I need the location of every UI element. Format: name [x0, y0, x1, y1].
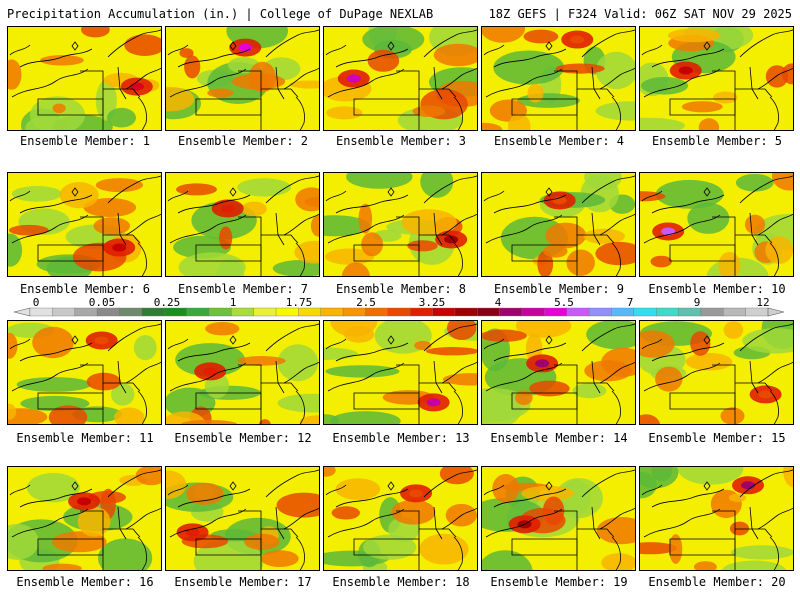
colorbar-swatch — [723, 307, 747, 317]
colorbar-swatch — [275, 307, 299, 317]
precip-colorbar: 0 0.05 0.25 1 1.75 2.5 3.25 4 5.5 7 9 12 — [13, 296, 785, 317]
member-label: Ensemble Member: 2 — [177, 134, 309, 148]
member-label: Ensemble Member: 11 — [16, 431, 154, 445]
colorbar-tick-label: 1.75 — [286, 296, 313, 309]
colorbar-tick-label: 0 — [33, 296, 40, 309]
member-label: Ensemble Member: 16 — [16, 575, 154, 589]
member-label: Ensemble Member: 20 — [648, 575, 786, 589]
colorbar-swatch — [342, 307, 366, 317]
member-label: Ensemble Member: 9 — [493, 282, 625, 296]
ensemble-member-map — [7, 26, 162, 131]
member-label: Ensemble Member: 18 — [332, 575, 470, 589]
ensemble-member-map — [323, 26, 478, 131]
colorbar-tick-label: 5.5 — [554, 296, 574, 309]
member-label: Ensemble Member: 14 — [490, 431, 628, 445]
colorbar-swatch — [320, 307, 344, 317]
ensemble-member-map — [7, 466, 162, 571]
colorbar-tick-label: 12 — [756, 296, 769, 309]
colorbar-swatch — [365, 307, 389, 317]
colorbar-tick-label: 1 — [230, 296, 237, 309]
ensemble-member-map — [481, 26, 636, 131]
ensemble-member-map — [639, 466, 794, 571]
ensemble-member-map — [639, 320, 794, 425]
colorbar-swatch — [231, 307, 255, 317]
colorbar-tick-label: 3.25 — [419, 296, 446, 309]
colorbar-swatch — [745, 307, 769, 317]
ensemble-member-map — [481, 466, 636, 571]
colorbar-swatch — [298, 307, 322, 317]
colorbar-swatch — [477, 307, 501, 317]
member-label: Ensemble Member: 13 — [332, 431, 470, 445]
member-label: Ensemble Member: 17 — [174, 575, 312, 589]
colorbar-tick-label: 9 — [694, 296, 701, 309]
ensemble-member-map — [165, 26, 320, 131]
colorbar-swatch — [611, 307, 635, 317]
member-label: Ensemble Member: 4 — [493, 134, 625, 148]
colorbar-tick-label: 4 — [495, 296, 502, 309]
colorbar-swatch — [119, 307, 143, 317]
colorbar-min-arrow — [13, 307, 31, 317]
colorbar-tick-label: 2.5 — [356, 296, 376, 309]
ensemble-member-map — [323, 172, 478, 277]
colorbar-swatch — [387, 307, 411, 317]
ensemble-member-map — [481, 172, 636, 277]
ensemble-member-map — [165, 172, 320, 277]
colorbar-tick-label: 7 — [627, 296, 634, 309]
colorbar-swatch — [141, 307, 165, 317]
ensemble-member-map — [323, 320, 478, 425]
member-label: Ensemble Member: 15 — [648, 431, 786, 445]
colorbar-swatch — [52, 307, 76, 317]
colorbar-swatch — [163, 307, 188, 317]
member-label: Ensemble Member: 10 — [648, 282, 786, 296]
member-label: Ensemble Member: 12 — [174, 431, 312, 445]
colorbar-swatch — [253, 307, 277, 317]
colorbar-swatch — [566, 307, 590, 317]
colorbar-max-arrow — [767, 307, 785, 317]
colorbar-swatch — [432, 307, 456, 317]
ensemble-member-map — [165, 320, 320, 425]
colorbar-swatch — [588, 307, 612, 317]
colorbar-swatch — [96, 307, 120, 317]
colorbar-swatch — [678, 307, 702, 317]
member-label: Ensemble Member: 6 — [19, 282, 151, 296]
ensemble-member-map — [639, 172, 794, 277]
ensemble-member-map — [7, 172, 162, 277]
ensemble-member-map — [323, 466, 478, 571]
colorbar-swatch — [409, 307, 434, 317]
ensemble-member-map — [165, 466, 320, 571]
colorbar-swatch — [454, 307, 478, 317]
colorbar-tick-label: 0.25 — [154, 296, 181, 309]
colorbar-swatch — [499, 307, 523, 317]
colorbar-swatch — [29, 307, 53, 317]
colorbar-swatch — [74, 307, 98, 317]
colorbar-swatch — [544, 307, 568, 317]
colorbar-swatch — [633, 307, 657, 317]
map-title: Precipitation Accumulation (in.) | Colle… — [7, 7, 434, 21]
ensemble-member-map — [481, 320, 636, 425]
ensemble-member-map — [7, 320, 162, 425]
member-label: Ensemble Member: 8 — [335, 282, 467, 296]
colorbar-swatch — [521, 307, 545, 317]
run-valid-time: 18Z GEFS | F324 Valid: 06Z SAT NOV 29 20… — [488, 7, 792, 21]
colorbar-swatch — [655, 307, 680, 317]
member-label: Ensemble Member: 5 — [651, 134, 783, 148]
colorbar-swatch — [186, 307, 210, 317]
colorbar-swatch — [700, 307, 724, 317]
member-label: Ensemble Member: 3 — [335, 134, 467, 148]
colorbar-swatch — [208, 307, 232, 317]
member-label: Ensemble Member: 1 — [19, 134, 151, 148]
member-label: Ensemble Member: 7 — [177, 282, 309, 296]
member-label: Ensemble Member: 19 — [490, 575, 628, 589]
colorbar-tick-label: 0.05 — [89, 296, 116, 309]
ensemble-member-map — [639, 26, 794, 131]
